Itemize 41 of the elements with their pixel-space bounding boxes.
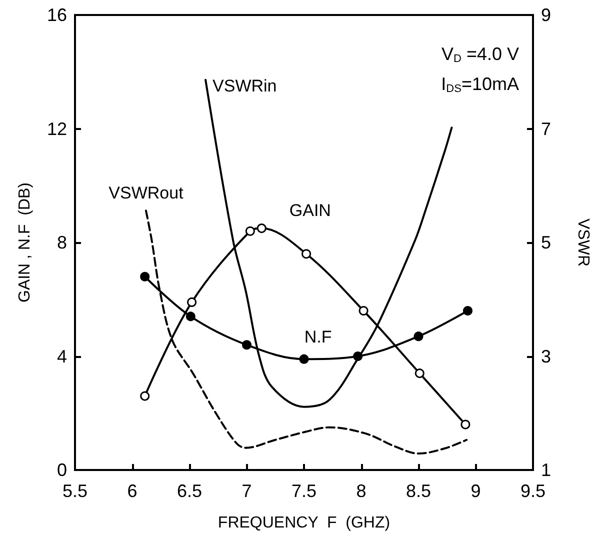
x-tick-label: 8.5 [406, 481, 432, 501]
point [462, 306, 472, 316]
point [414, 332, 424, 342]
point [242, 340, 252, 350]
point [414, 368, 424, 378]
y2-tick-label: 5 [541, 232, 552, 252]
point [140, 272, 150, 282]
x-axis-title: FREQUENCY F (GHZ) [218, 514, 390, 532]
point [140, 391, 150, 401]
point [460, 420, 470, 430]
point [353, 352, 363, 361]
series-label: VSWRout [108, 184, 184, 203]
y-axis-title: GAIN , N.F (DB) [16, 182, 34, 302]
x-tick-label: 5.5 [62, 481, 88, 501]
y-tick-label: 16 [46, 5, 67, 25]
x-tick-label: 9 [470, 481, 481, 501]
x-tick-label: 6 [127, 481, 138, 501]
point [187, 297, 197, 307]
y-tick-label: 12 [46, 118, 67, 139]
x-tick-label: 6.5 [176, 481, 202, 501]
x-tick-label: 7.5 [291, 481, 317, 501]
y-tick-label: 8 [56, 232, 67, 252]
y2-tick-label: 7 [541, 118, 552, 139]
point [358, 306, 368, 316]
y-tick-label: 0 [56, 460, 67, 480]
series-label: N.F [304, 327, 332, 346]
y2-tick-label: 1 [541, 460, 552, 480]
x-tick-label: 9.5 [520, 481, 546, 501]
point [256, 224, 266, 234]
point [299, 354, 309, 364]
point [245, 226, 255, 236]
point [186, 312, 196, 322]
y2-tick-label: 3 [541, 346, 552, 366]
series-label: GAIN [289, 200, 331, 220]
y2-axis-title: VSWR [574, 218, 592, 266]
y-tick-label: 4 [56, 346, 67, 366]
series-label: VSWRin [212, 76, 277, 96]
x-tick-label: 8 [356, 481, 366, 501]
point [302, 249, 312, 259]
y2-tick-label: 9 [541, 5, 552, 25]
x-tick-label: 7 [242, 481, 252, 501]
